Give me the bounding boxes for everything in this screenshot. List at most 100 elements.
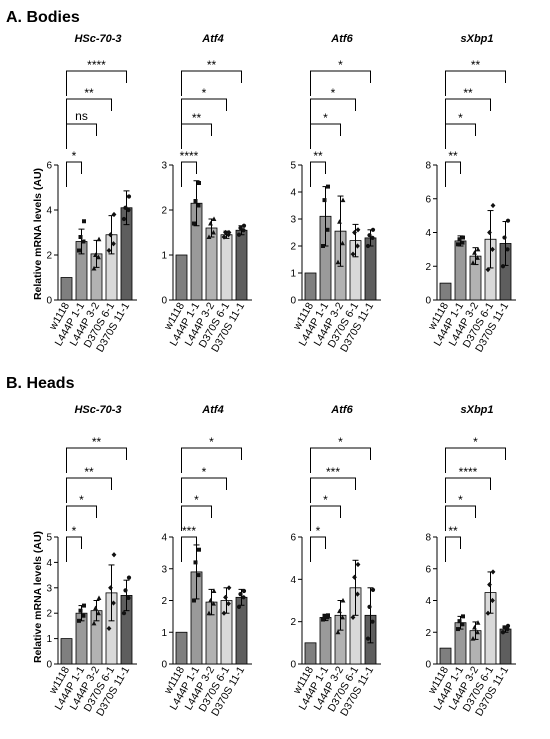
significance-label: * [323, 111, 328, 125]
data-point [111, 211, 117, 218]
chart-title: HSc-70-3 [74, 404, 121, 416]
significance-bracket [181, 447, 242, 473]
data-point [350, 251, 356, 257]
data-point [337, 219, 342, 224]
data-point [208, 220, 213, 226]
significance-label: *** [182, 524, 196, 538]
data-point [221, 234, 227, 240]
data-point [96, 595, 102, 600]
data-point [81, 239, 86, 244]
data-point [78, 608, 83, 613]
data-point [241, 588, 247, 594]
data-point [490, 569, 496, 575]
data-point [355, 561, 361, 568]
significance-bracket [445, 161, 461, 187]
data-point [500, 264, 506, 269]
data-point [456, 242, 460, 247]
significance-bracket [181, 161, 197, 187]
y-tick-label: 5 [290, 161, 296, 172]
data-point [322, 614, 327, 619]
data-point [456, 627, 460, 632]
significance-label: **** [87, 58, 106, 72]
y-tick-label: 0 [161, 660, 167, 671]
significance-label: * [194, 493, 199, 507]
data-point [325, 227, 330, 232]
data-point [91, 620, 97, 626]
data-point [470, 260, 476, 265]
chart-title: sXbp1 [460, 33, 493, 45]
data-point [470, 636, 476, 641]
significance-bracket [310, 505, 341, 531]
data-point [505, 623, 511, 629]
data-point [93, 605, 98, 611]
data-point [197, 547, 201, 552]
significance-bracket [66, 70, 127, 96]
significance-bracket [310, 70, 371, 96]
data-point [123, 205, 128, 210]
y-axis-label-heads: Relative mRNA levels (AU) [32, 531, 44, 663]
significance-label: **** [459, 465, 478, 479]
data-point [108, 232, 113, 238]
data-point [340, 614, 345, 620]
data-point [82, 603, 86, 608]
y-tick-label: 4 [290, 575, 296, 586]
data-point [126, 575, 132, 580]
data-point [500, 630, 506, 635]
data-point [487, 582, 492, 588]
data-point [211, 216, 217, 221]
significance-bracket [310, 477, 356, 503]
data-point [96, 610, 101, 616]
data-point [77, 618, 81, 623]
data-point [81, 613, 86, 618]
significance-label: ** [448, 524, 458, 538]
data-point [223, 594, 228, 600]
data-point [490, 246, 495, 252]
y-tick-label: 3 [290, 215, 296, 226]
data-point [206, 610, 212, 616]
data-point [126, 194, 132, 199]
y-tick-label: 0 [161, 296, 167, 307]
y-tick-label: 1 [290, 269, 296, 280]
significance-bracket [66, 98, 112, 124]
y-tick-label: 2 [46, 251, 52, 262]
y-tick-label: 1 [46, 634, 52, 645]
significance-label: ns [75, 109, 88, 123]
bar-1 [439, 647, 452, 665]
data-point [490, 202, 496, 209]
significance-label: * [72, 524, 77, 538]
significance-label: * [323, 493, 328, 507]
data-point [226, 229, 232, 236]
data-point [472, 624, 477, 630]
significance-bracket [181, 98, 227, 124]
data-point [502, 625, 507, 630]
data-point [196, 203, 201, 208]
data-point [82, 219, 86, 224]
significance-bracket [181, 536, 197, 562]
significance-bracket [310, 536, 326, 562]
y-tick-label: 4 [425, 228, 431, 239]
data-point [321, 244, 325, 248]
bar-1 [304, 642, 317, 665]
data-point [111, 241, 116, 247]
y-tick-label: 2 [425, 628, 431, 639]
significance-label: * [316, 524, 321, 538]
data-point [355, 243, 360, 249]
data-point [211, 229, 216, 235]
y-tick-label: 0 [425, 660, 431, 671]
significance-bracket [310, 161, 326, 187]
y-tick-label: 3 [161, 161, 167, 172]
data-point [367, 604, 372, 609]
y-tick-label: 8 [425, 161, 431, 172]
data-point [355, 227, 361, 233]
bar-1 [60, 638, 73, 665]
data-point [487, 229, 492, 236]
data-point [96, 254, 101, 260]
chart-title: sXbp1 [460, 404, 493, 416]
data-point [340, 597, 346, 603]
bar-1 [439, 282, 452, 301]
y-tick-label: 5 [46, 533, 52, 544]
significance-bracket [181, 505, 212, 531]
significance-bracket [310, 123, 341, 149]
